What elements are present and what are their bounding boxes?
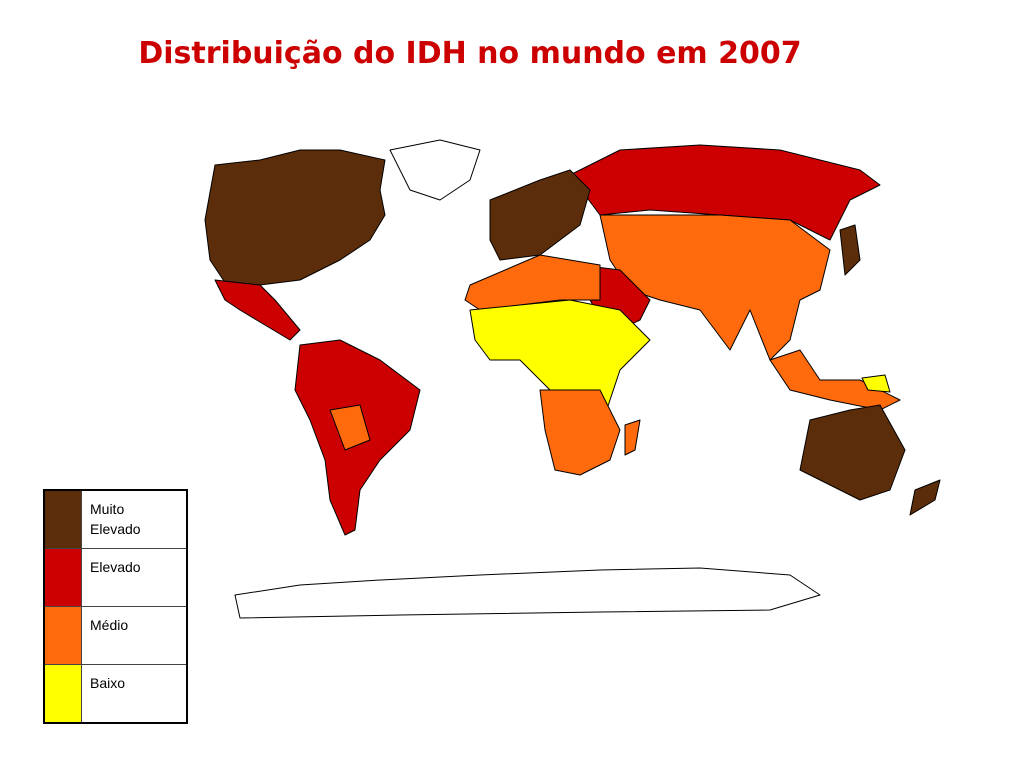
legend-label: Muito Elevado bbox=[90, 501, 141, 537]
legend-swatch bbox=[45, 665, 82, 722]
indonesia bbox=[769, 349, 901, 411]
legend-swatch bbox=[45, 607, 82, 664]
legend-swatch bbox=[45, 549, 82, 606]
north-america bbox=[204, 149, 386, 291]
russia bbox=[569, 144, 881, 241]
legend-row: Elevado bbox=[45, 548, 186, 606]
north-africa bbox=[464, 254, 601, 311]
papua bbox=[861, 374, 891, 393]
legend-row: Baixo bbox=[45, 664, 186, 722]
europe bbox=[489, 169, 591, 261]
legend-label: Médio bbox=[90, 617, 129, 633]
japan bbox=[839, 224, 861, 276]
legend-label: Elevado bbox=[90, 559, 141, 575]
legend-row: Médio bbox=[45, 606, 186, 664]
legend-label: Baixo bbox=[90, 675, 126, 691]
legend-swatch bbox=[45, 491, 82, 548]
legend-row: Muito Elevado bbox=[45, 491, 186, 548]
central-america bbox=[214, 279, 301, 341]
map-title: Distribuição do IDH no mundo em 2007 bbox=[138, 36, 802, 71]
greenland bbox=[389, 139, 481, 201]
legend: Muito Elevado Elevado Médio Baixo bbox=[43, 489, 188, 724]
antarctica bbox=[234, 567, 821, 619]
southern-africa bbox=[539, 389, 621, 476]
bolivia-paraguay bbox=[329, 404, 371, 451]
new-zealand bbox=[909, 479, 941, 516]
madagascar bbox=[624, 419, 641, 456]
australia bbox=[799, 404, 906, 501]
